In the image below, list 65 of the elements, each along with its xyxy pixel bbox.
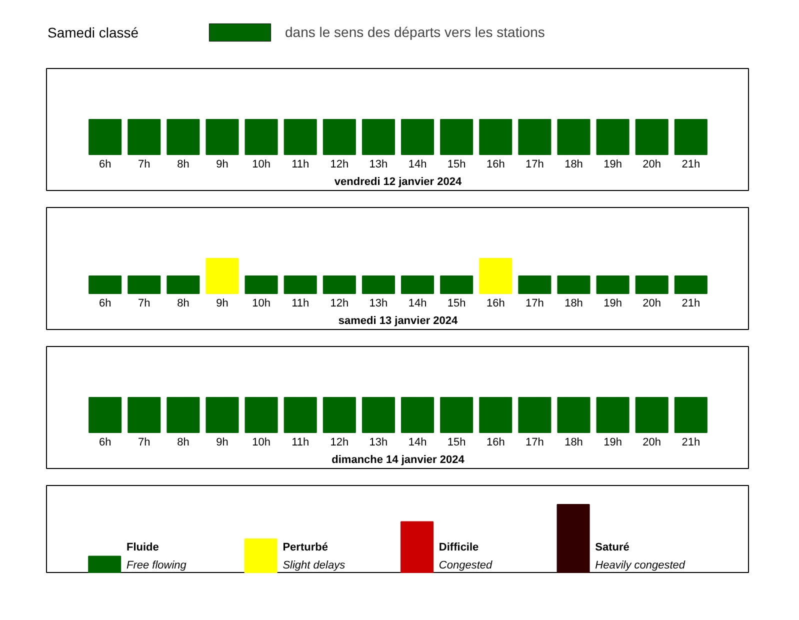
annotation: Slight delays xyxy=(282,559,346,572)
x-tick-label: 14h xyxy=(408,298,427,310)
x-tick-label: 17h xyxy=(526,436,544,449)
x-tick-label: 10h xyxy=(252,436,270,449)
x-tick-label: 7h xyxy=(138,298,150,310)
x-axis-title: dimanche 14 janvier 2024 xyxy=(332,454,466,466)
x-tick-label: 12h xyxy=(330,158,349,171)
x-tick-label: 11h xyxy=(292,158,310,171)
bar xyxy=(88,556,122,573)
x-tick-label: 17h xyxy=(526,158,544,171)
annotation: Free flowing xyxy=(126,559,188,572)
x-tick-label: 14h xyxy=(408,158,427,171)
x-tick-label: 9h xyxy=(216,298,228,310)
x-tick-label: 9h xyxy=(216,436,228,449)
x-tick-label: 6h xyxy=(98,436,112,449)
x-tick-label: Fluide xyxy=(126,541,159,554)
annotation: Heavily congested xyxy=(595,559,686,572)
x-tick-label: 11h xyxy=(292,436,310,449)
x-tick-label: 16h xyxy=(486,158,505,171)
x-tick-label: 15h xyxy=(447,158,466,171)
x-tick-label: 13h xyxy=(369,436,388,449)
legend-label: dans le sens des départs vers les stations xyxy=(285,24,545,40)
x-tick-label: 8h xyxy=(177,158,190,171)
x-tick-label: 21h xyxy=(682,298,700,310)
x-tick-label: Saturé xyxy=(595,541,630,554)
x-tick-label: 20h xyxy=(642,158,662,171)
x-tick-label: Difficile xyxy=(438,541,479,554)
x-tick-label: 11h xyxy=(292,298,310,310)
x-tick-label: Perturbé xyxy=(282,541,328,554)
x-tick-label: 10h xyxy=(252,298,270,310)
bar xyxy=(400,521,434,573)
x-tick-label: 17h xyxy=(526,298,544,310)
x-tick-label: 15h xyxy=(447,298,466,310)
x-tick-label: 9h xyxy=(216,158,228,171)
x-tick-label: 16h xyxy=(486,298,505,310)
text: Samedi classé xyxy=(48,24,139,40)
x-axis-title: vendredi 12 janvier 2024 xyxy=(334,176,462,188)
annotation: Congested xyxy=(438,559,494,572)
x-tick-label: 21h xyxy=(682,158,700,171)
x-tick-label: 21h xyxy=(682,436,700,449)
bar xyxy=(244,538,278,573)
x-tick-label: 18h xyxy=(564,158,583,171)
x-tick-label: 19h xyxy=(604,158,622,171)
x-tick-label: 7h xyxy=(138,436,150,449)
x-tick-label: 18h xyxy=(564,298,583,310)
x-tick-label: 19h xyxy=(604,436,622,449)
bar xyxy=(556,504,590,573)
x-tick-label: 12h xyxy=(330,436,349,449)
x-tick-label: 13h xyxy=(369,298,388,310)
x-tick-label: 13h xyxy=(369,158,388,171)
x-tick-label: 7h xyxy=(138,158,150,171)
x-tick-label: 12h xyxy=(330,298,349,310)
x-tick-label: 14h xyxy=(408,436,427,449)
x-tick-label: 6h xyxy=(98,158,112,171)
x-tick-label: 19h xyxy=(604,298,622,310)
x-tick-label: 18h xyxy=(564,436,583,449)
x-tick-label: 8h xyxy=(177,298,190,310)
x-axis-title: samedi 13 janvier 2024 xyxy=(338,315,459,328)
x-tick-label: 16h xyxy=(486,436,505,449)
x-tick-label: 10h xyxy=(252,158,270,171)
x-tick-label: 20h xyxy=(642,298,662,310)
x-tick-label: 15h xyxy=(447,436,466,449)
x-tick-label: 6h xyxy=(98,298,112,310)
x-tick-label: 8h xyxy=(177,436,190,449)
x-tick-label: 20h xyxy=(642,436,662,449)
